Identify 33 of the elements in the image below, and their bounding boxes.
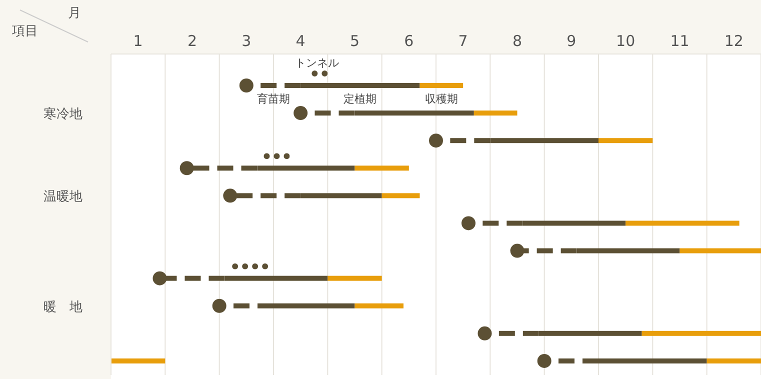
x-tick-label: 5 bbox=[350, 32, 360, 50]
series-label: 定植期 bbox=[344, 92, 377, 106]
bar bbox=[680, 248, 761, 254]
x-tick-label: 8 bbox=[512, 32, 522, 50]
x-tick-label: 1 bbox=[133, 32, 143, 50]
y-tick-label: 温暖地 bbox=[44, 190, 82, 205]
bar bbox=[328, 276, 382, 281]
x-tick-label: 3 bbox=[242, 32, 252, 50]
bar bbox=[598, 138, 653, 144]
x-tick-label: 11 bbox=[670, 32, 690, 50]
x-tick-label: 9 bbox=[566, 32, 576, 50]
series-label: トンネル bbox=[294, 56, 339, 70]
bar bbox=[111, 358, 166, 364]
bar bbox=[474, 110, 518, 116]
x-tick-label: 6 bbox=[404, 32, 414, 50]
x-tick-label: 10 bbox=[616, 32, 636, 50]
bar bbox=[626, 220, 740, 226]
series-label: 収穫期 bbox=[424, 92, 458, 106]
x-axis-title: 月 bbox=[68, 5, 81, 22]
x-tick-label: 7 bbox=[458, 32, 468, 50]
y-tick-label: 寒冷地 bbox=[44, 106, 82, 122]
bar bbox=[420, 83, 464, 88]
x-tick-label: 12 bbox=[724, 32, 744, 50]
bar bbox=[382, 193, 420, 198]
bar bbox=[354, 166, 409, 171]
legend-label: 育苗期 bbox=[257, 92, 290, 106]
x-tick-label: 2 bbox=[187, 32, 198, 50]
bar bbox=[706, 358, 761, 364]
bar bbox=[354, 303, 404, 308]
y-tick-label: 暖 地 bbox=[44, 300, 82, 315]
bar bbox=[642, 330, 761, 336]
y-axis-title: 項目 bbox=[12, 23, 38, 40]
x-tick-label: 4 bbox=[296, 32, 306, 50]
